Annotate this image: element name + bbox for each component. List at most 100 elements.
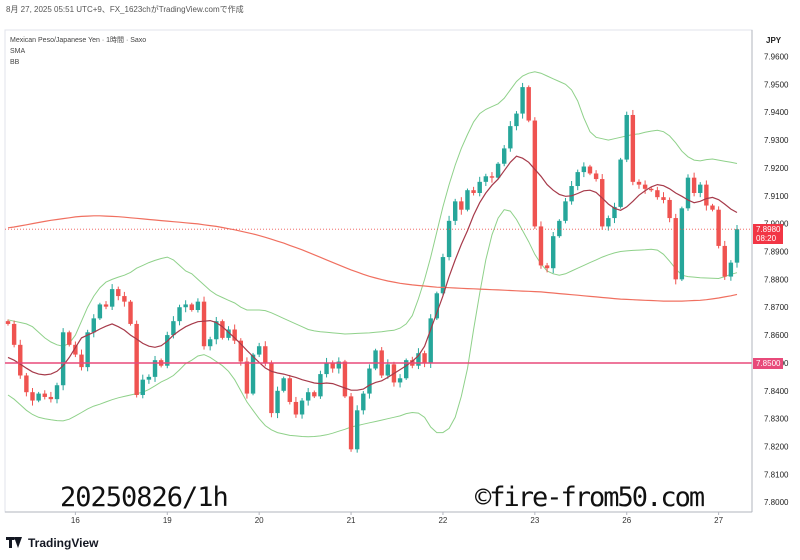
x-tick-label: 21 bbox=[347, 516, 356, 525]
candle-down bbox=[459, 201, 464, 210]
candle-down bbox=[103, 304, 109, 307]
candle-up bbox=[581, 166, 587, 173]
candle-down bbox=[716, 209, 721, 246]
candle-up bbox=[183, 304, 188, 308]
candle-down bbox=[67, 332, 72, 345]
candle-down bbox=[636, 181, 642, 185]
bb-indicator-label[interactable]: BB bbox=[10, 59, 20, 66]
date-timeframe-overlay: 20250826/1h bbox=[60, 482, 229, 513]
candle-up bbox=[275, 390, 280, 414]
x-tick-label: 19 bbox=[163, 516, 172, 525]
candle-down bbox=[293, 401, 299, 415]
x-tick-label: 22 bbox=[438, 516, 447, 525]
plot-frame bbox=[4, 29, 753, 513]
candle-up bbox=[575, 172, 580, 187]
candle-up bbox=[226, 329, 231, 338]
candle-up bbox=[520, 87, 525, 114]
candle-up bbox=[685, 177, 691, 209]
candle-down bbox=[189, 304, 194, 311]
sma-slow-line bbox=[7, 215, 738, 302]
candle-up bbox=[36, 393, 41, 401]
bb-lower-line bbox=[7, 209, 738, 438]
candle-up bbox=[728, 262, 734, 277]
candle-up bbox=[618, 159, 623, 207]
bollinger-bands bbox=[7, 71, 738, 438]
y-tick-label: 7.9200 bbox=[764, 164, 789, 173]
footer-brand[interactable]: TradingView bbox=[6, 536, 98, 550]
chart-caption: 8月 27, 2025 05:51 UTC+9、FX_1623chがTradin… bbox=[6, 5, 244, 14]
copyright-overlay: ©fire-from50.com bbox=[475, 482, 705, 513]
chart-legend: Mexican Peso/Japanese Yen · 1時間 · Saxo S… bbox=[10, 35, 146, 68]
candle-up bbox=[305, 392, 311, 401]
candle-down bbox=[232, 329, 237, 341]
y-tick-label: 7.8200 bbox=[764, 443, 789, 452]
candle-down bbox=[704, 184, 709, 206]
candle-down bbox=[342, 361, 348, 397]
y-tick-label: 7.8300 bbox=[764, 415, 789, 424]
candle-up bbox=[465, 190, 470, 210]
candle-down bbox=[538, 226, 544, 266]
y-tick-label: 7.8600 bbox=[764, 331, 789, 340]
candle-down bbox=[122, 296, 127, 302]
candle-up bbox=[624, 114, 629, 160]
candle-down bbox=[287, 378, 293, 402]
candle-up bbox=[85, 332, 90, 368]
candle-up bbox=[324, 362, 329, 375]
candle-up bbox=[403, 360, 409, 379]
candle-down bbox=[134, 323, 139, 395]
candle-down bbox=[630, 114, 636, 182]
candle-down bbox=[593, 173, 599, 180]
candle-up bbox=[446, 220, 452, 258]
candle-down bbox=[116, 289, 121, 297]
sma-indicator-label[interactable]: SMA bbox=[10, 48, 26, 55]
x-tick-label: 26 bbox=[622, 516, 631, 525]
candle-down bbox=[642, 184, 648, 189]
candle-up bbox=[146, 376, 152, 380]
candle-up bbox=[256, 346, 262, 355]
candle-up bbox=[336, 361, 342, 369]
candle-up bbox=[416, 353, 421, 366]
y-tick-label: 7.8800 bbox=[764, 275, 789, 284]
candle-down bbox=[532, 120, 538, 227]
candle-down bbox=[220, 321, 225, 338]
candle-down bbox=[18, 344, 23, 376]
candle-up bbox=[612, 206, 617, 219]
candle-down bbox=[673, 218, 678, 280]
bar-countdown: 08:20 bbox=[756, 234, 777, 244]
candles bbox=[5, 82, 740, 453]
candle-up bbox=[60, 332, 66, 386]
candle-down bbox=[11, 323, 17, 345]
y-tick-label: 7.9000 bbox=[764, 220, 789, 229]
candle-up bbox=[299, 400, 305, 415]
y-tick-label: 7.9600 bbox=[764, 52, 789, 61]
candle-up bbox=[514, 113, 519, 127]
candle-up bbox=[495, 163, 501, 178]
candle-up bbox=[557, 220, 562, 237]
moving-averages bbox=[7, 155, 738, 391]
candle-down bbox=[79, 354, 84, 368]
candle-up bbox=[354, 410, 360, 450]
candle-down bbox=[489, 176, 495, 178]
candle-up bbox=[679, 208, 685, 280]
candle-down bbox=[73, 344, 78, 355]
x-tick-label: 27 bbox=[714, 516, 723, 525]
y-tick-label: 7.8700 bbox=[764, 303, 789, 312]
x-tick-label: 20 bbox=[255, 516, 264, 525]
candle-up bbox=[551, 236, 556, 269]
candle-down bbox=[649, 188, 654, 191]
candle-down bbox=[526, 87, 531, 121]
candle-up bbox=[508, 126, 513, 149]
candle-up bbox=[698, 184, 703, 193]
candle-up bbox=[440, 257, 446, 294]
candle-up bbox=[606, 218, 611, 227]
candle-up bbox=[477, 181, 482, 193]
candle-up bbox=[385, 364, 391, 376]
level-price-tag: 7.8500 bbox=[753, 357, 784, 369]
candle-down bbox=[48, 396, 54, 400]
symbol-label[interactable]: Mexican Peso/Japanese Yen · 1時間 · Saxo bbox=[10, 37, 147, 44]
horizontal-levels bbox=[5, 228, 752, 364]
candle-up bbox=[281, 378, 286, 391]
candle-up bbox=[171, 321, 176, 336]
candle-down bbox=[471, 190, 476, 193]
